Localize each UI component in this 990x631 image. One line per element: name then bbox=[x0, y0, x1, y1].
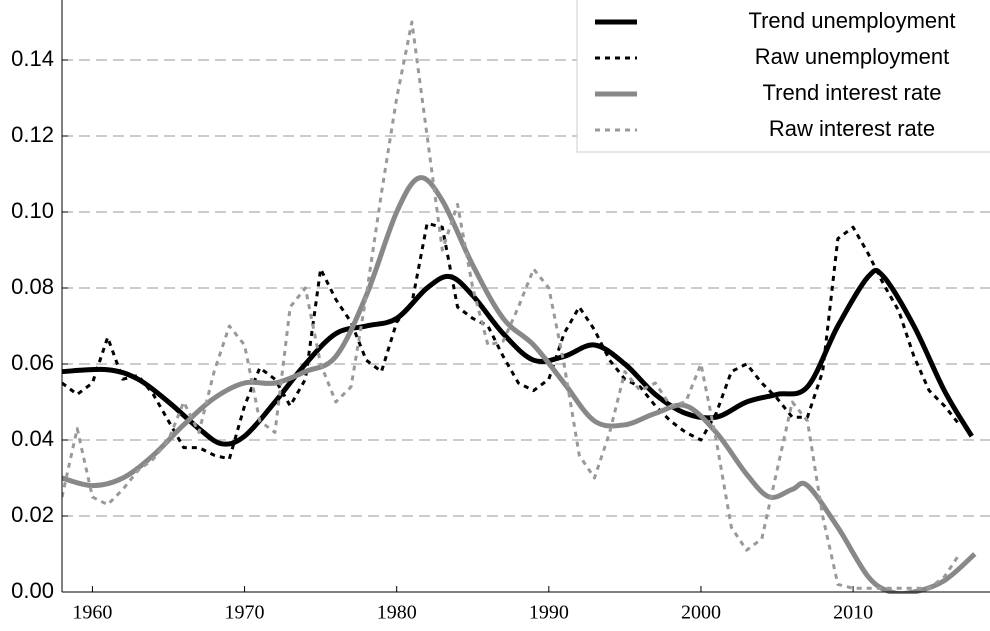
y-tick-label: 0.14 bbox=[11, 46, 54, 71]
legend-label: Raw interest rate bbox=[769, 116, 935, 141]
x-tick-label: 1990 bbox=[529, 602, 569, 624]
legend-box bbox=[576, 0, 990, 153]
y-tick-label: 0.12 bbox=[11, 122, 54, 147]
x-tick-label: 1960 bbox=[72, 602, 112, 624]
series-line bbox=[62, 175, 977, 594]
legend: Trend unemployment Raw unemployment Trend … bbox=[576, 0, 990, 153]
y-tick-label: 0.06 bbox=[11, 350, 54, 375]
y-tick-label: 0.10 bbox=[11, 198, 54, 223]
x-tick-label: 2000 bbox=[681, 602, 721, 624]
lines bbox=[62, 20, 977, 594]
x-tick-label: 1970 bbox=[225, 602, 265, 624]
y-tick-label: 0.04 bbox=[11, 426, 54, 451]
series-line bbox=[62, 221, 961, 461]
legend-label: Trend interest rate bbox=[763, 80, 942, 105]
x-tick-label: 2010 bbox=[833, 602, 873, 624]
y-tick-label: 0.02 bbox=[11, 502, 54, 527]
series-line bbox=[62, 268, 974, 447]
x-tick-label: 1980 bbox=[377, 602, 417, 624]
axes: 0.00 0.02 0.04 0.06 0.08 0.10 0.12 0.14 1960 1970… bbox=[11, 0, 990, 624]
legend-label: Trend unemployment bbox=[748, 8, 955, 33]
y-tick-label: 0.00 bbox=[11, 578, 54, 603]
series-line bbox=[62, 20, 961, 590]
legend-label: Raw unemployment bbox=[755, 44, 949, 69]
y-tick-label: 0.08 bbox=[11, 274, 54, 299]
